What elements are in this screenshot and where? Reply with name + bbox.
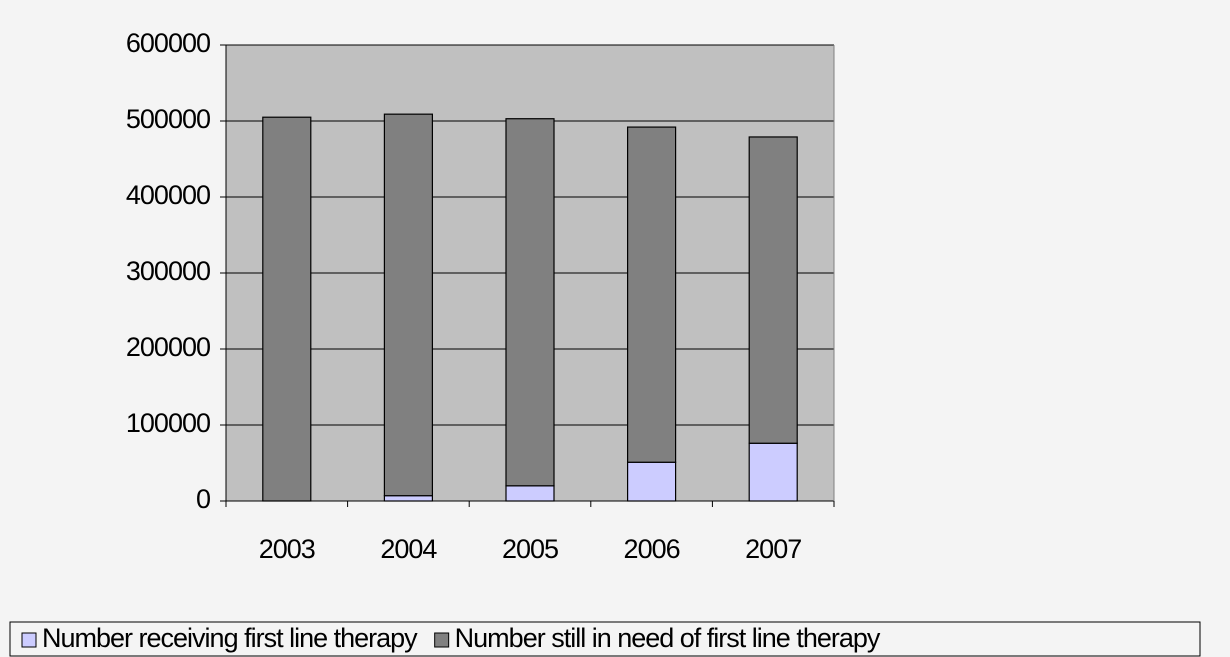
x-tick-label: 2006 [624, 534, 680, 564]
bar-segment [505, 485, 555, 502]
bar-segment [505, 118, 555, 487]
bar-segment [262, 116, 312, 502]
bar-segment [383, 495, 433, 502]
legend-swatch [434, 632, 450, 648]
y-tick-label: 600000 [126, 28, 210, 58]
x-tick-label: 2004 [380, 534, 437, 564]
x-tick-label: 2005 [502, 534, 558, 564]
y-tick-label: 100000 [126, 408, 210, 438]
legend-box [9, 621, 1201, 657]
y-tick-label: 400000 [126, 180, 210, 210]
legend-label: Number still in need of first line thera… [455, 623, 881, 653]
bar-segment [626, 126, 677, 463]
bar-segment [748, 136, 798, 444]
bar-segment [748, 442, 798, 502]
y-tick-label: 200000 [126, 332, 210, 362]
x-tick-label: 2007 [745, 534, 801, 564]
y-tick-label: 500000 [126, 104, 210, 134]
legend-swatch [21, 632, 37, 648]
x-tick-label: 2003 [259, 534, 315, 564]
y-tick-label: 0 [196, 484, 210, 514]
legend-label: Number receiving first line therapy [42, 623, 418, 653]
y-tick-label: 300000 [126, 256, 210, 286]
bar-segment [383, 113, 433, 497]
bar-segment [626, 461, 677, 502]
